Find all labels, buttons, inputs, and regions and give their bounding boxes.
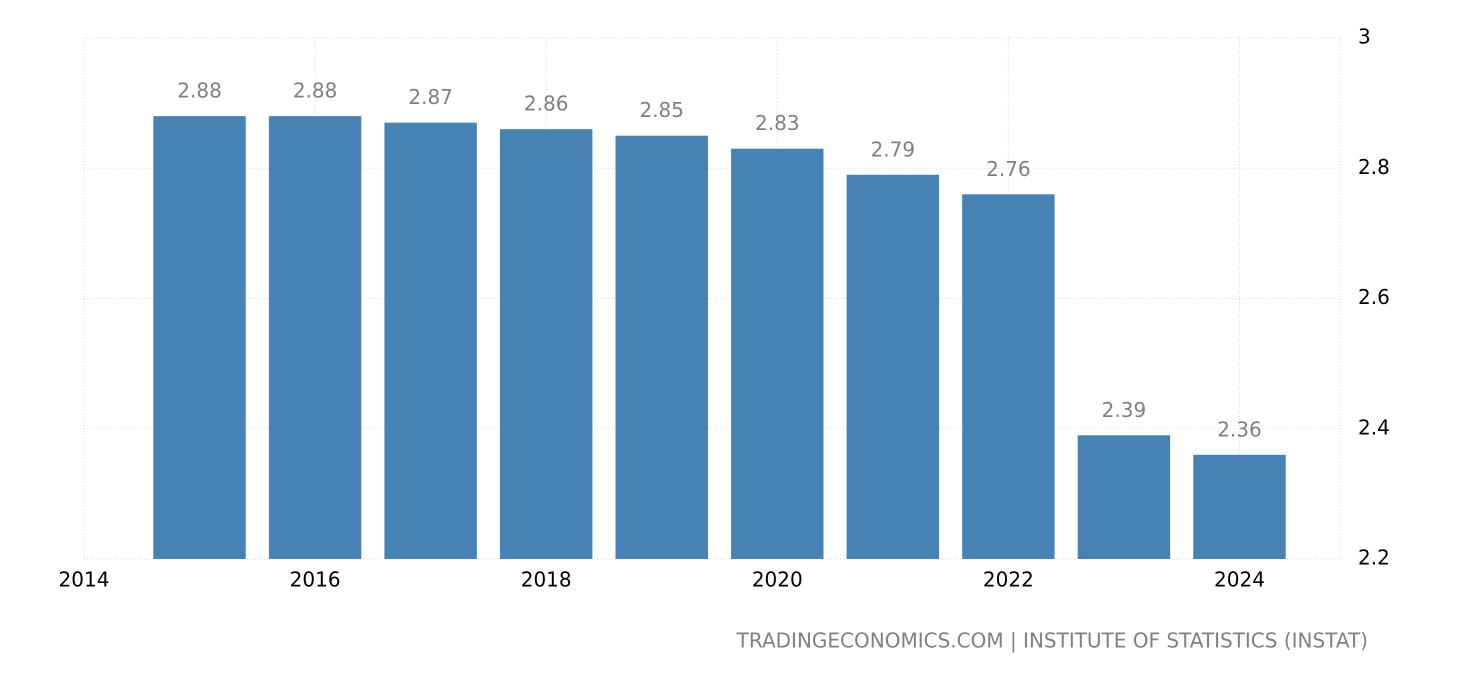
source: TRADINGECONOMICS.COM | INSTITUTE OF STAT…: [736, 629, 1368, 653]
value-label: 2.36: [1217, 417, 1262, 441]
value-label: 2.85: [639, 98, 684, 122]
value-label: 2.88: [293, 79, 338, 103]
value-label: 2.79: [871, 137, 916, 161]
bar: [499, 129, 593, 560]
bar: [962, 194, 1055, 560]
x-tick-label: 2016: [290, 568, 341, 592]
y-tick-label: 2.6: [1358, 285, 1390, 309]
bar: [384, 122, 477, 559]
bar: [153, 116, 246, 560]
value-label: 2.86: [524, 92, 569, 116]
bar: [846, 174, 940, 559]
x-tick-label: 2024: [1214, 568, 1265, 592]
y-tick-label: 2.2: [1358, 546, 1390, 570]
x-tick-label: 2018: [521, 568, 572, 592]
x-tick-label: 2014: [59, 568, 110, 592]
y-tick-label: 3: [1358, 25, 1371, 49]
value-label: 2.83: [755, 111, 800, 135]
y-tick-label: 2.8: [1358, 155, 1390, 179]
bar: [268, 116, 362, 560]
bar: [1077, 435, 1171, 559]
bar: [1193, 454, 1286, 559]
value-label: 2.76: [986, 157, 1031, 181]
value-label: 2.88: [177, 79, 222, 103]
value-label: 2.87: [408, 85, 453, 109]
bar: [731, 148, 824, 559]
x-tick-label: 2020: [752, 568, 803, 592]
x-tick-label: 2022: [983, 568, 1034, 592]
value-label: 2.39: [1102, 398, 1147, 422]
bar: [615, 135, 708, 559]
y-tick-label: 2.4: [1358, 415, 1390, 439]
